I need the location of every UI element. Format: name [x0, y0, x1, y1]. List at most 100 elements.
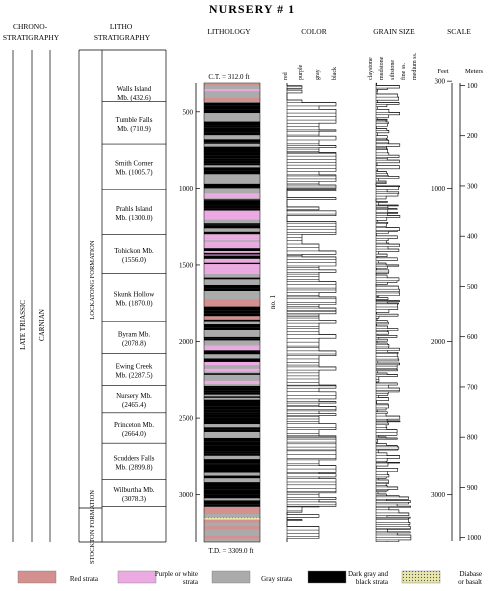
- lithology-bed: [204, 494, 260, 499]
- legend-label: Gray strata: [261, 575, 293, 583]
- member-label: Prahls Island Mb. (1300.0): [115, 205, 153, 222]
- lithology-bed: [204, 310, 260, 314]
- lithology-bed: [204, 242, 260, 246]
- lithology-bed: [204, 447, 260, 452]
- lithology-bed: [204, 396, 260, 398]
- lithology-bed: [204, 255, 260, 259]
- lithology-bed: [204, 132, 260, 136]
- lithology-bed: [204, 152, 260, 156]
- lithology-bed: [204, 279, 260, 284]
- lithology-bed: [204, 127, 260, 132]
- lithology-bed: [204, 371, 260, 374]
- lithology-bed: [204, 358, 260, 362]
- lithology-bed: [204, 199, 260, 201]
- lithology-bed: [204, 118, 260, 122]
- feet-tick-label: 2000: [431, 338, 446, 346]
- depth-axis: 500 1000 1500 2000 2500 3000: [179, 108, 200, 499]
- lithology-bed: [204, 321, 260, 325]
- lithology-bed: [204, 261, 260, 263]
- member-label: Skunk Hollow Mb. (1870.0): [114, 291, 156, 308]
- lithology-bed: [204, 380, 260, 385]
- lithology-bed: [204, 114, 260, 119]
- lithology-bed: [204, 417, 260, 420]
- legend-label-line: Gray strata: [261, 575, 293, 583]
- lithology-bed: [204, 526, 260, 530]
- member-label: Nursery Mb. (2465.4): [116, 392, 152, 409]
- lithology-bed: [204, 376, 260, 381]
- lithology-bed: [204, 384, 260, 386]
- lithology-bed: [204, 482, 260, 487]
- lithology-bed: [204, 143, 260, 147]
- lithology-bed: [204, 463, 260, 465]
- meters-tick-label: 300: [467, 182, 478, 190]
- lithology-bed: [204, 414, 260, 418]
- lithology-bed: [204, 431, 260, 435]
- lithology-bed: [204, 139, 260, 143]
- lithology-bed: [204, 125, 260, 128]
- color-curve-line: [286, 83, 337, 542]
- legend-swatch: [307, 570, 347, 584]
- lithology-bed: [204, 234, 260, 239]
- lithology-bed: [204, 409, 260, 411]
- lithology-bed: [204, 113, 260, 115]
- lithology-bed: [204, 196, 260, 199]
- lithology-bed: [204, 491, 260, 495]
- lithology-bed: [204, 399, 260, 403]
- scale-header: SCALE: [447, 27, 471, 36]
- color-curve: [286, 83, 337, 542]
- lithology-bed: [204, 327, 260, 330]
- lithology-bed: [204, 427, 260, 430]
- member-label: Princeton Mb. (2664.0): [114, 421, 154, 438]
- diabase-bed: [204, 517, 260, 520]
- member-name: Smith Corner: [115, 160, 154, 168]
- lithology-bed: [204, 181, 260, 184]
- lithology-bed: [204, 468, 260, 473]
- lithology-bed: [204, 251, 260, 253]
- grain-size-curve: [375, 82, 412, 542]
- lithology-bed: [204, 155, 260, 159]
- lithology-bed: [204, 245, 260, 247]
- lithology-bed: [204, 160, 260, 164]
- meters-tick-label: 900: [467, 484, 478, 492]
- lithology-bed: [204, 262, 260, 265]
- color-column-label: purple: [298, 64, 304, 80]
- lithology-bed: [204, 163, 260, 166]
- lithology-bed: [204, 506, 260, 510]
- member-label: Scudders Falls Mb. (2899.8): [113, 454, 154, 471]
- member-depth: Mb. (2899.8): [115, 463, 153, 471]
- lithology-bed: [204, 131, 260, 133]
- lithology-bed: [204, 472, 260, 476]
- lithology-bed: [204, 512, 260, 514]
- lithology-bed: [204, 429, 260, 432]
- td-label: T.D. = 3309.0 ft: [208, 547, 253, 555]
- lithology-bed: [204, 167, 260, 171]
- member-name: Nursery Mb.: [116, 392, 152, 400]
- legend-label: Dark gray and black strata: [348, 570, 389, 586]
- depth-tick-label: 1500: [179, 261, 194, 269]
- lithology-bed: [204, 329, 260, 334]
- lithology-bed: [204, 288, 260, 291]
- lithology-bed: [204, 535, 260, 539]
- meters-tick-label: 700: [467, 383, 478, 391]
- lithology-bed: [204, 284, 260, 289]
- lithology-bed: [204, 453, 260, 456]
- lithology-bed: [204, 211, 260, 216]
- lithology-bed: [204, 238, 260, 241]
- member-depth: Mb. (432.6): [117, 94, 151, 102]
- member-depth: Mb. (1870.0): [115, 300, 153, 308]
- member-depth: (2664.0): [122, 430, 147, 438]
- lithology-bed: [204, 254, 260, 256]
- feet-label: Feet: [437, 68, 448, 75]
- lithology-bed: [204, 402, 260, 407]
- unit-label: no. 1: [269, 295, 277, 310]
- lithology-bed: [204, 223, 260, 225]
- member-label: Tumble Falls Mb. (710.9): [116, 116, 153, 133]
- legend-label-line: Diabase: [459, 570, 482, 578]
- legend-swatch: [211, 570, 251, 584]
- lithology-bed: [204, 445, 260, 448]
- lithology-bed: [204, 101, 260, 103]
- lithology-bed: [204, 142, 260, 144]
- lithology-bed: [204, 208, 260, 211]
- lithology-bed: [204, 459, 260, 464]
- chrono-header: CHRONO- STRATIGRAPHY: [3, 22, 60, 42]
